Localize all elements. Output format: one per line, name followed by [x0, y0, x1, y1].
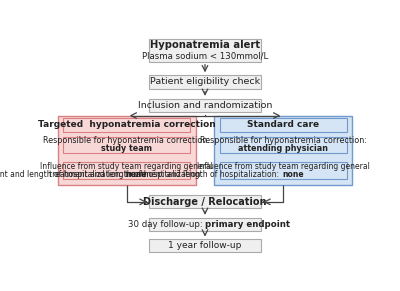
FancyBboxPatch shape: [220, 137, 347, 152]
Text: Discharge / Relocation: Discharge / Relocation: [143, 197, 267, 207]
FancyBboxPatch shape: [63, 137, 190, 152]
FancyBboxPatch shape: [63, 118, 190, 132]
FancyBboxPatch shape: [220, 118, 347, 132]
Text: Responsible for hyponatremia correction:: Responsible for hyponatremia correction:: [200, 136, 366, 145]
FancyBboxPatch shape: [63, 162, 190, 180]
Text: Responsible for hyponatremia correction:: Responsible for hyponatremia correction:: [44, 136, 210, 145]
Text: treatment and length of hospitalization:: treatment and length of hospitalization:: [0, 170, 125, 179]
Text: Influence from study team regarding general: Influence from study team regarding gene…: [197, 162, 370, 171]
FancyBboxPatch shape: [149, 195, 261, 208]
Text: Patient eligibility check: Patient eligibility check: [150, 77, 260, 86]
Text: 1 year follow-up: 1 year follow-up: [168, 242, 242, 251]
Text: none: none: [282, 170, 304, 179]
FancyBboxPatch shape: [149, 75, 261, 89]
Text: Standard care: Standard care: [247, 120, 319, 129]
FancyBboxPatch shape: [214, 116, 352, 185]
Text: treatment and length of hospitalization:: treatment and length of hospitalization:: [125, 170, 282, 179]
FancyBboxPatch shape: [149, 239, 261, 253]
Text: primary endpoint: primary endpoint: [205, 220, 290, 229]
FancyBboxPatch shape: [149, 39, 261, 62]
Text: none: none: [126, 170, 147, 179]
Text: Influence from study team regarding general: Influence from study team regarding gene…: [40, 162, 213, 171]
Text: treatment and length of hospitalization:: treatment and length of hospitalization:: [49, 170, 205, 179]
FancyBboxPatch shape: [220, 162, 347, 180]
Text: study team: study team: [101, 144, 152, 153]
FancyBboxPatch shape: [149, 99, 261, 112]
Text: 30 day follow-up:: 30 day follow-up:: [128, 220, 205, 229]
Text: Hyponatremia alert: Hyponatremia alert: [150, 40, 260, 50]
Text: attending physician: attending physician: [238, 144, 328, 153]
Text: Plasma sodium < 130mmol/L: Plasma sodium < 130mmol/L: [142, 51, 268, 60]
Text: Targeted  hyponatremia correction: Targeted hyponatremia correction: [38, 120, 216, 129]
FancyBboxPatch shape: [149, 218, 261, 231]
Text: Inclusion and randomization: Inclusion and randomization: [138, 101, 272, 110]
FancyBboxPatch shape: [58, 116, 196, 185]
